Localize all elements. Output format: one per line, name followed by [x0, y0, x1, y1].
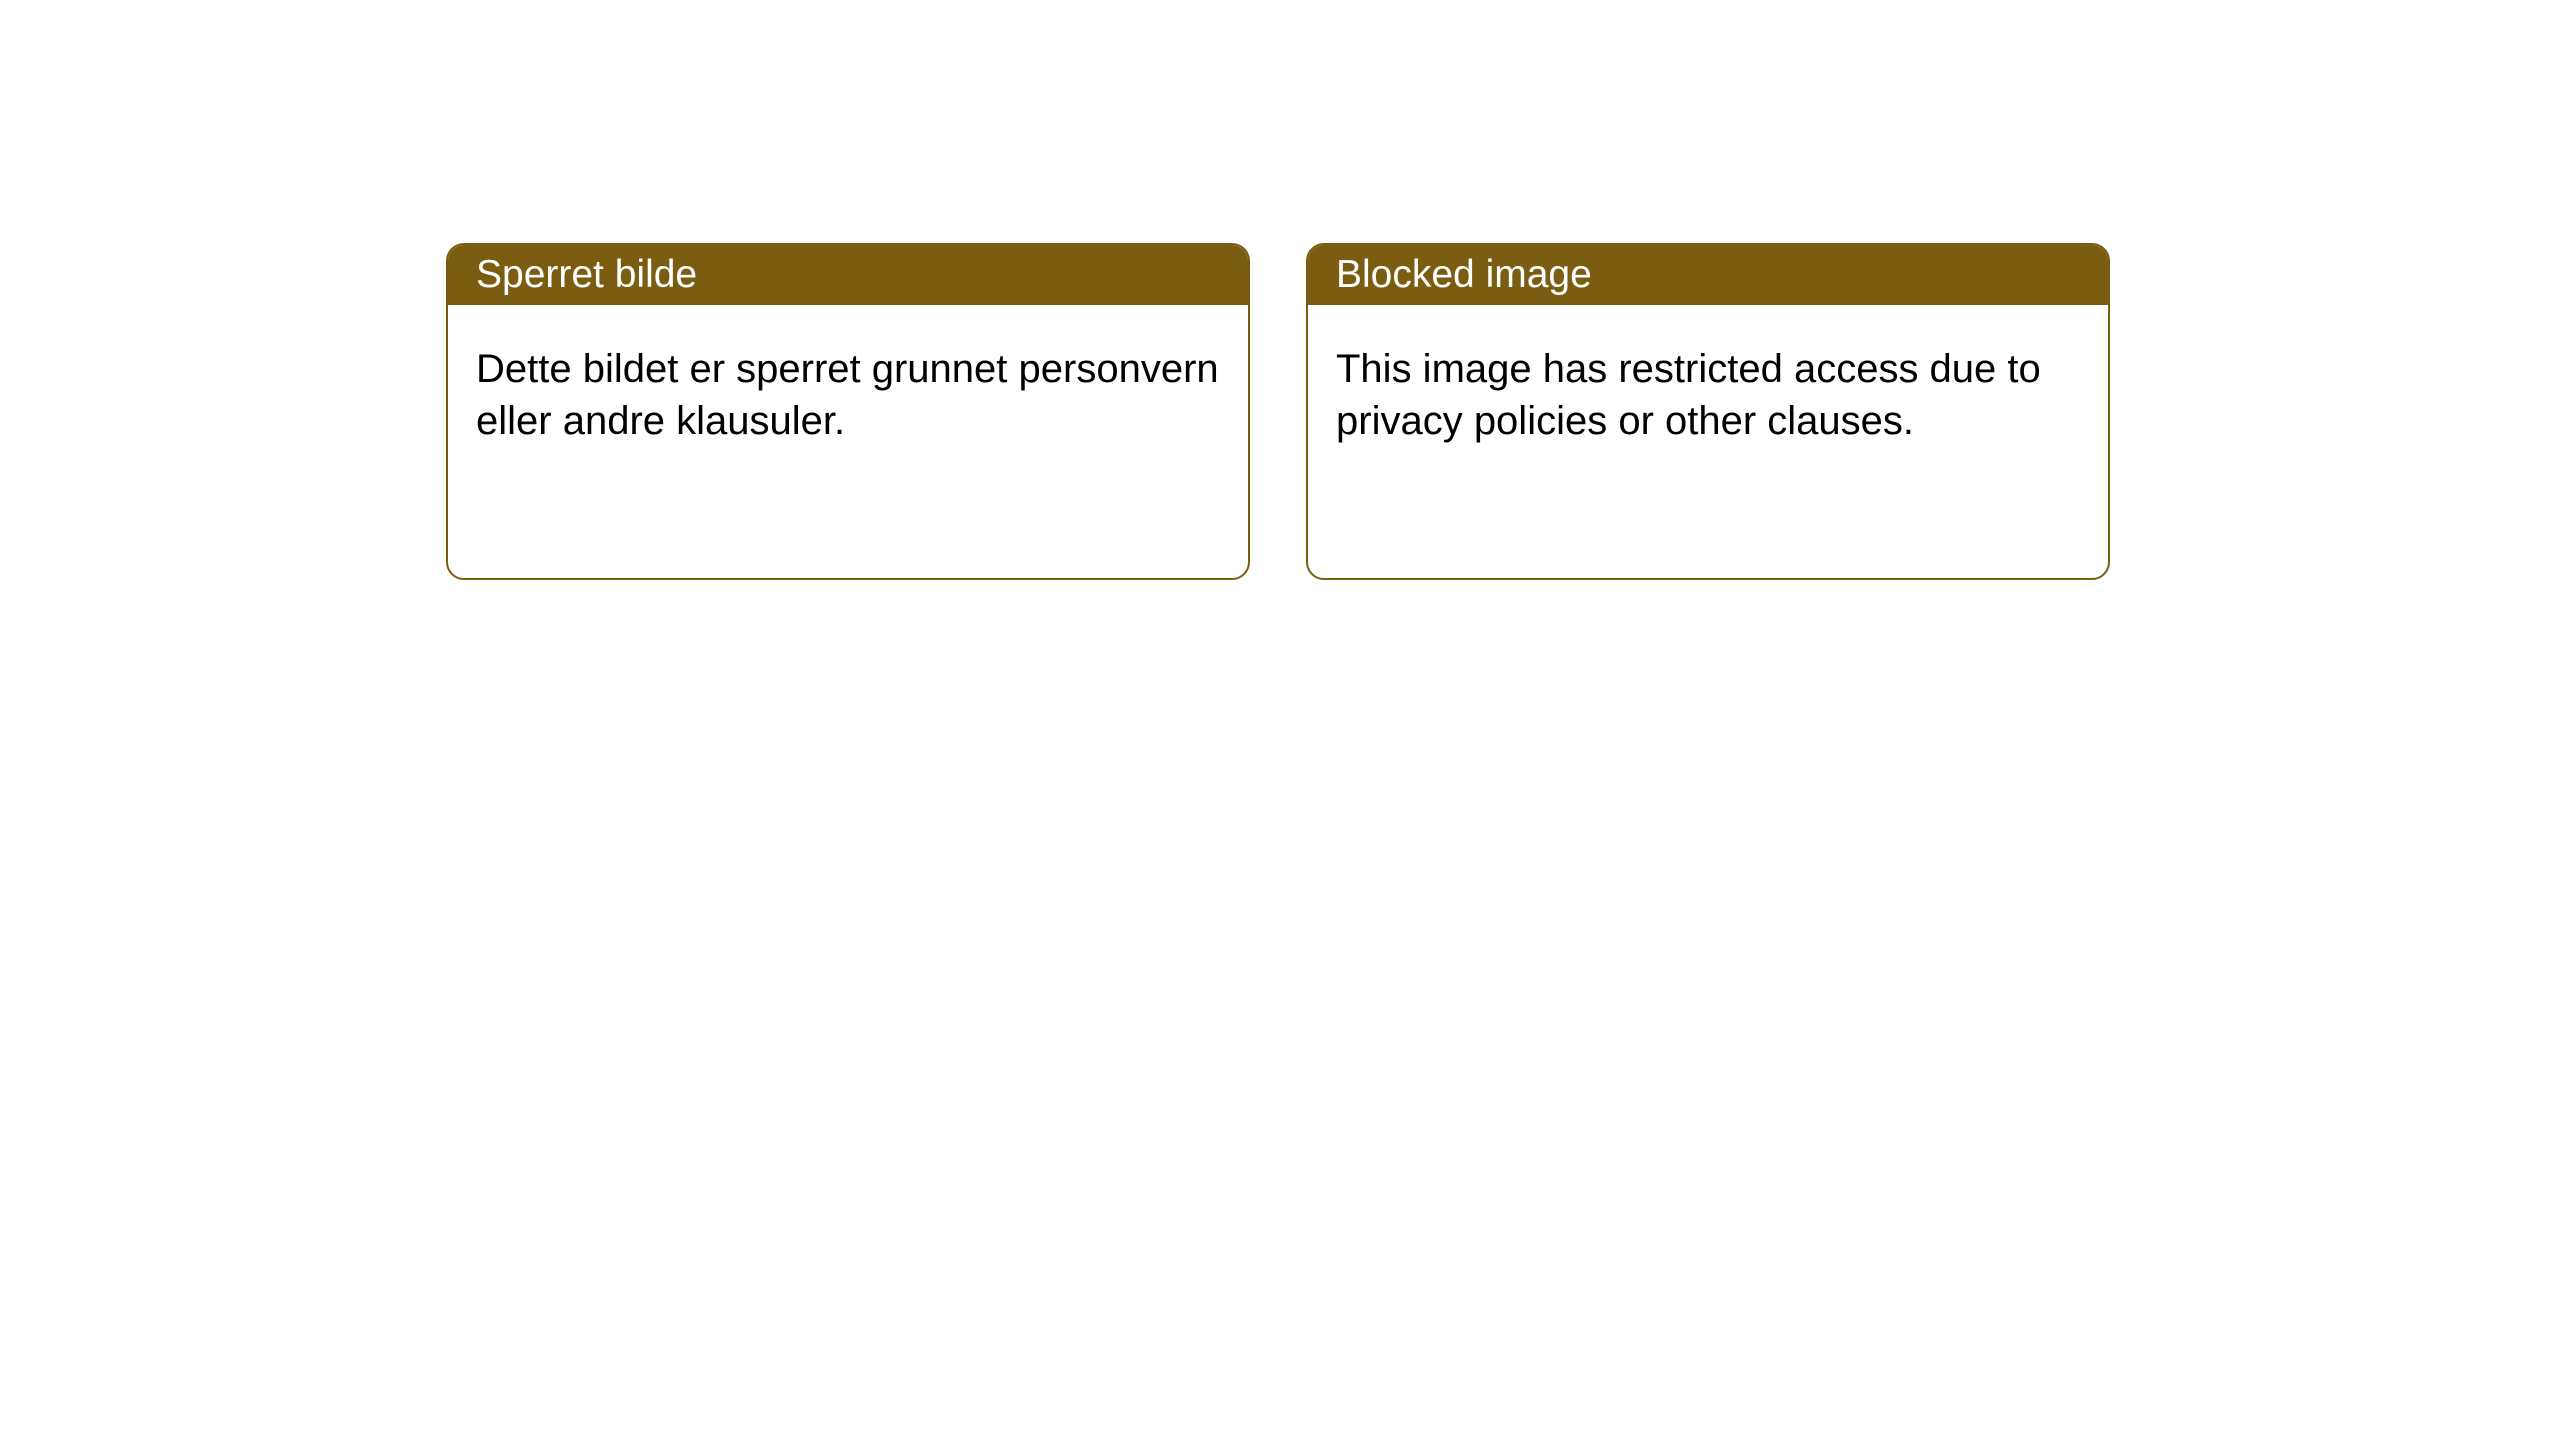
card-body-text: Dette bildet er sperret grunnet personve…	[476, 347, 1219, 443]
blocked-image-card-en: Blocked image This image has restricted …	[1306, 243, 2110, 580]
card-body: This image has restricted access due to …	[1308, 305, 2108, 485]
card-title: Blocked image	[1336, 253, 1592, 296]
blocked-image-card-no: Sperret bilde Dette bildet er sperret gr…	[446, 243, 1250, 580]
card-title: Sperret bilde	[476, 253, 697, 296]
card-body-text: This image has restricted access due to …	[1336, 347, 2041, 443]
card-body: Dette bildet er sperret grunnet personve…	[448, 305, 1248, 485]
card-header: Blocked image	[1308, 245, 2108, 305]
card-header: Sperret bilde	[448, 245, 1248, 305]
notice-cards-container: Sperret bilde Dette bildet er sperret gr…	[0, 0, 2560, 580]
